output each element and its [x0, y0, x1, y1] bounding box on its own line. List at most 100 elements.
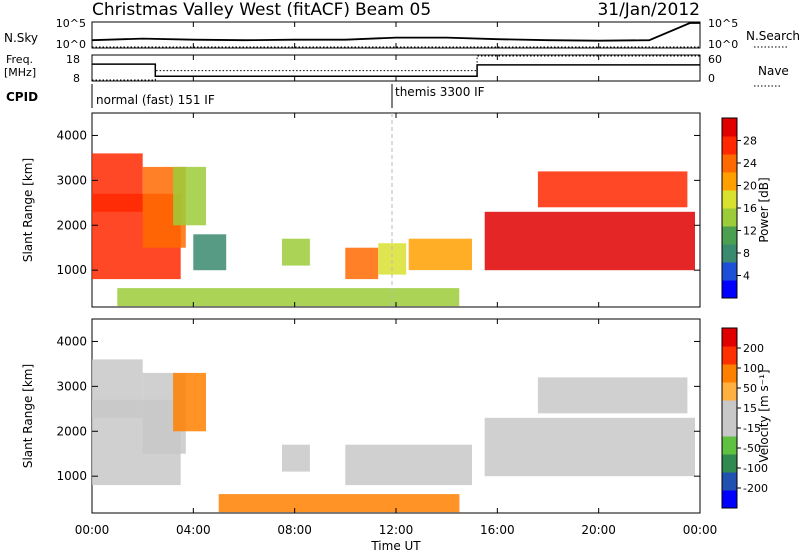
scatter-region: [537, 377, 688, 414]
scatter-region: [193, 234, 227, 271]
velocity-colorbar-swatch: [722, 472, 737, 491]
velocity-colorbar-swatch: [722, 328, 737, 347]
y-tick-label: 2000: [56, 424, 87, 438]
velocity-y-axis: 1000 2000 3000 4000: [56, 334, 700, 483]
scatter-region: [345, 444, 472, 486]
power-colorbar-tick-label: 4: [743, 270, 750, 283]
power-colorbar-swatch: [722, 262, 737, 281]
scatter-region: [484, 417, 695, 477]
date-label: 31/Jan/2012: [597, 0, 700, 20]
power-panel: 1000 2000 3000 4000 Slant Range [km] 4 8 12 16…: [21, 112, 771, 308]
cpid-segment-2: themis 3300 IF: [395, 85, 485, 99]
power-data-layer: [92, 153, 695, 307]
nsearch-tick-top: 10^5: [708, 17, 738, 30]
scatter-region: [173, 372, 206, 432]
velocity-ylabel: Slant Range [km]: [21, 364, 35, 468]
velocity-colorbar-swatch: [722, 400, 737, 419]
velocity-colorbar-frame: [721, 327, 738, 509]
nave-tick-bottom: 0: [708, 72, 715, 85]
scatter-region: [282, 444, 310, 472]
y-tick-label: 4000: [56, 334, 87, 348]
x-tick-label: 20:00: [581, 523, 616, 537]
velocity-colorbar-swatch: [722, 382, 737, 401]
cpid-panel: CPID normal (fast) 151 IF themis 3300 IF: [6, 84, 485, 108]
x-tick-label: 08:00: [277, 523, 312, 537]
x-tick-label: 12:00: [379, 523, 414, 537]
power-colorbar-label: Power [dB]: [757, 177, 771, 242]
nsky-tick-bottom: 10^0: [56, 38, 86, 51]
y-tick-label: 3000: [56, 173, 87, 187]
velocity-colorbar-label: Velocity [m s⁻¹]: [757, 369, 771, 462]
power-colorbar-swatch: [722, 190, 737, 209]
scatter-region: [537, 171, 688, 208]
y-tick-label: 4000: [56, 128, 87, 142]
power-ylabel: Slant Range [km]: [21, 158, 35, 262]
power-colorbar-tick-label: 20: [743, 180, 757, 193]
x-tick-label: 04:00: [176, 523, 211, 537]
power-colorbar-tick-label: 12: [743, 225, 757, 238]
beam-label: Beam 05: [355, 0, 431, 20]
x-axis-label: Time UT: [370, 539, 421, 553]
time-x-axis: 00:00 04:00 08:00 12:00 16:00 20:00 00:00: [75, 22, 718, 537]
power-colorbar-tick-label: 28: [743, 135, 757, 148]
power-y-axis: 1000 2000 3000 4000: [56, 128, 700, 277]
velocity-colorbar-tick-label: 100: [743, 362, 764, 375]
power-colorbar-swatch: [722, 154, 737, 173]
nsearch-label: N.Search: [746, 29, 800, 43]
nsearch-tick-bottom: 10^0: [708, 38, 738, 51]
scatter-region: [173, 166, 206, 226]
power-colorbar-swatch: [722, 280, 737, 299]
power-colorbar-swatch: [722, 136, 737, 155]
y-tick-label: 3000: [56, 379, 87, 393]
power-colorbar: 4 8 12 16 20 24 28: [721, 117, 757, 299]
velocity-colorbar-tick-label: 15: [743, 402, 757, 415]
x-tick-label: 16:00: [480, 523, 515, 537]
scatter-region: [282, 238, 310, 266]
power-colorbar-swatch: [722, 118, 737, 137]
y-tick-label: 1000: [56, 263, 87, 277]
nsky-label: N.Sky: [4, 31, 38, 45]
nave-series-line: [92, 55, 700, 81]
velocity-colorbar-swatch: [722, 454, 737, 473]
velocity-colorbar-swatch: [722, 364, 737, 383]
nsky-tick-top: 10^5: [56, 17, 86, 30]
nsky-panel: N.Sky 10^5 10^0 10^5 10^0 N.Search: [4, 17, 800, 51]
power-colorbar-tick-label: 16: [743, 202, 757, 215]
freq-tick-bottom: 8: [73, 72, 80, 85]
scatter-region: [117, 288, 460, 307]
cpid-segment-1: normal (fast) 151 IF: [96, 93, 215, 107]
power-colorbar-swatch: [722, 244, 737, 263]
velocity-colorbar-tick-label: 50: [743, 382, 757, 395]
freq-series-line: [92, 63, 700, 78]
x-tick-label: 00:00: [683, 523, 718, 537]
scatter-region: [218, 494, 460, 513]
power-colorbar-swatch: [722, 172, 737, 191]
plot-title: Christmas Valley West (fitACF): [92, 0, 350, 20]
freq-label: Freq.: [6, 53, 33, 66]
velocity-colorbar-tick-label: -50: [743, 442, 761, 455]
freq-tick-top: 18: [66, 53, 80, 66]
cpid-label: CPID: [6, 90, 38, 104]
velocity-panel: 1000 2000 3000 4000 Slant Range [km] -200 -1…: [21, 318, 771, 514]
freq-unit: [MHz]: [4, 66, 36, 79]
velocity-colorbar-tick-label: -200: [743, 482, 768, 495]
power-colorbar-tick-label: 24: [743, 157, 757, 170]
velocity-data-layer: [92, 359, 695, 513]
y-tick-label: 1000: [56, 469, 87, 483]
velocity-colorbar-swatch: [722, 346, 737, 365]
velocity-colorbar-swatch: [722, 436, 737, 455]
power-colorbar-swatch: [722, 226, 737, 245]
velocity-colorbar-swatch: [722, 418, 737, 437]
velocity-colorbar-tick-label: -15: [743, 422, 761, 435]
scatter-region: [408, 238, 472, 271]
nave-label: Nave: [758, 64, 789, 78]
velocity-colorbar-tick-label: -100: [743, 462, 768, 475]
scatter-region: [484, 211, 695, 271]
power-colorbar-swatch: [722, 208, 737, 227]
scatter-region: [345, 247, 379, 280]
velocity-colorbar: -200 -100 -50 -15 15 50 100 200: [721, 327, 768, 509]
power-colorbar-tick-label: 8: [743, 247, 750, 260]
nsky-series-line: [91, 22, 700, 42]
nave-tick-top: 60: [708, 53, 722, 66]
